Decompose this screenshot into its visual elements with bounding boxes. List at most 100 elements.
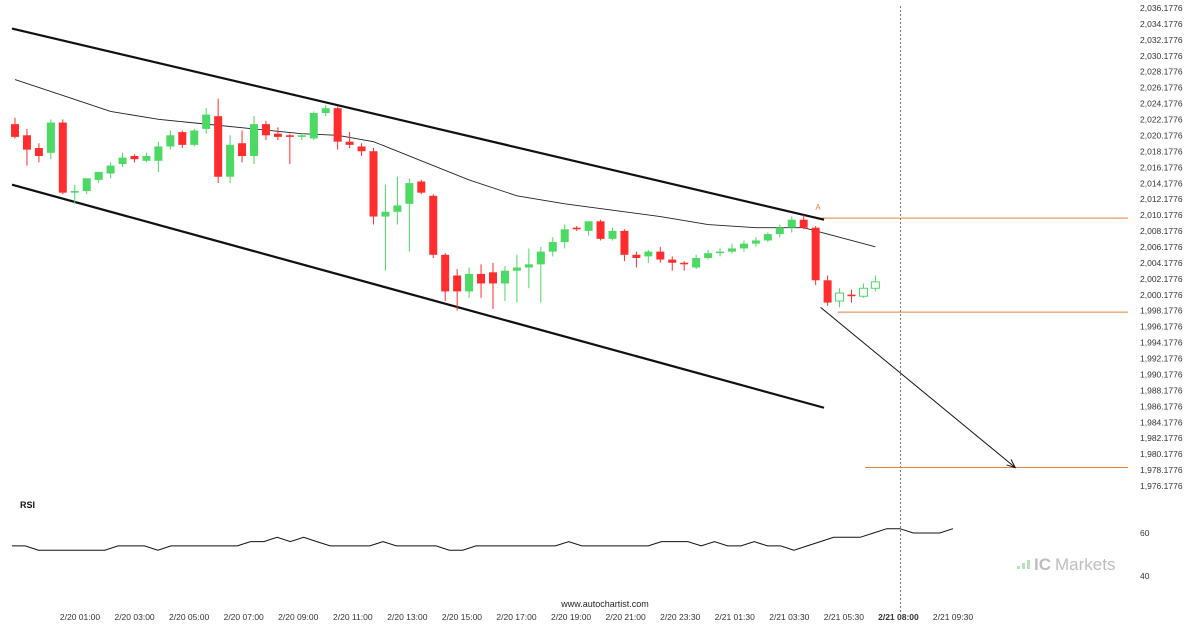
price-tick-label: 2,012.1776	[1140, 194, 1183, 204]
candle-body	[560, 229, 569, 243]
candle-body	[763, 234, 772, 241]
candle-body	[644, 251, 653, 257]
candle	[751, 237, 760, 247]
candle	[285, 133, 294, 164]
candle-body	[632, 254, 641, 258]
candle-body	[858, 287, 868, 297]
candle	[58, 119, 67, 195]
price-tick-label: 2,022.1776	[1140, 115, 1183, 125]
logo-bar-icon	[1027, 560, 1030, 569]
candle	[261, 120, 270, 141]
time-tick-label: 2/20 23:30	[660, 612, 700, 622]
candle-body	[465, 273, 474, 292]
candle-body	[22, 135, 31, 150]
brand-logo: IC Markets	[1017, 555, 1115, 574]
price-tick-label: 2,010.1776	[1140, 210, 1183, 220]
candle	[309, 111, 318, 141]
candle-body	[811, 227, 820, 281]
candle-body	[214, 116, 223, 177]
candle-body	[250, 124, 258, 157]
level-lines	[817, 6, 1128, 612]
channel-upper-line	[11, 27, 825, 221]
candle-body	[142, 156, 151, 161]
candle	[524, 248, 533, 289]
price-tick-label: 1,982.1776	[1140, 433, 1183, 443]
time-tick-label: 2/20 15:00	[442, 612, 482, 622]
trend-channel	[11, 27, 825, 409]
candle	[811, 226, 820, 286]
candle	[46, 119, 55, 160]
candle-body	[333, 108, 342, 142]
candle	[656, 246, 665, 263]
price-tick-label: 2,008.1776	[1140, 226, 1183, 236]
candle-body	[739, 243, 748, 249]
time-tick-label: 2/20 21:00	[606, 612, 646, 622]
candle	[321, 105, 330, 117]
candle-body	[453, 275, 462, 292]
candle-body	[489, 272, 497, 284]
rsi-label: RSI	[20, 500, 35, 510]
candle	[34, 143, 43, 163]
candle-body	[728, 248, 736, 252]
candle	[405, 178, 414, 252]
candle	[393, 176, 402, 225]
candle	[584, 221, 593, 236]
price-tick-label: 2,016.1776	[1140, 162, 1183, 172]
pattern-overlay: A	[815, 203, 1017, 469]
candle-body	[548, 242, 557, 252]
price-tick-label: 1,986.1776	[1140, 401, 1183, 411]
candle	[775, 224, 784, 238]
candle-body	[273, 133, 282, 137]
candle	[381, 184, 390, 271]
price-tick-label: 2,000.1776	[1140, 290, 1183, 300]
projection-arrow-line	[820, 306, 1016, 468]
time-tick-label: 2/20 17:00	[496, 612, 536, 622]
candle-body	[297, 135, 306, 137]
candle-body	[500, 270, 509, 284]
candle-body	[524, 264, 533, 268]
candle-body	[202, 114, 211, 129]
candle	[214, 98, 223, 184]
candle-body	[787, 219, 796, 228]
candle	[465, 267, 474, 298]
candle-body	[716, 251, 725, 254]
candle-body	[285, 135, 294, 137]
candle-body	[11, 124, 19, 137]
candle	[226, 135, 235, 184]
brand-prefix: IC	[1034, 555, 1051, 574]
channel-lower-line	[11, 183, 825, 409]
candle	[190, 128, 199, 147]
price-tick-label: 1,996.1776	[1140, 322, 1183, 332]
candle-body	[321, 108, 330, 113]
rsi-tick-label: 40	[1140, 571, 1150, 581]
candle-body	[154, 146, 163, 161]
price-tick-label: 2,002.1776	[1140, 274, 1183, 284]
candle-body	[536, 251, 545, 265]
candle-body	[238, 143, 247, 157]
price-tick-label: 1,988.1776	[1140, 385, 1183, 395]
candle-body	[405, 183, 414, 204]
rsi-line	[12, 528, 954, 551]
time-tick-label: 2/21 03:30	[769, 612, 809, 622]
candle	[82, 178, 91, 195]
candles	[11, 98, 880, 311]
candle	[560, 224, 569, 249]
candle-body	[118, 157, 127, 164]
price-tick-label: 1,984.1776	[1140, 417, 1183, 427]
candle	[608, 227, 617, 241]
rsi-tick-label: 60	[1140, 528, 1150, 538]
candle	[572, 226, 581, 231]
candle-body	[512, 267, 521, 271]
candle-body	[46, 122, 55, 153]
candle	[692, 254, 701, 270]
watermark: www.autochartist.com IC Markets	[560, 555, 1115, 609]
candle-body	[835, 292, 845, 302]
candle	[668, 256, 677, 271]
price-tick-label: 2,014.1776	[1140, 178, 1183, 188]
candle-body	[441, 254, 450, 292]
candle-body	[870, 281, 880, 289]
candle	[477, 264, 486, 298]
candle-body	[357, 146, 366, 152]
candle-body	[692, 257, 701, 268]
candle	[142, 152, 151, 163]
